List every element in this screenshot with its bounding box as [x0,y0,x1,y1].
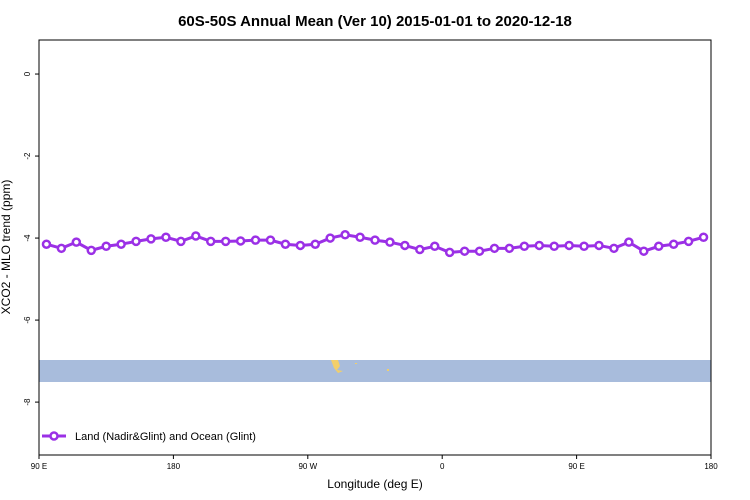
data-point [594,240,604,251]
data-point [191,231,201,241]
y-tick-label: -2 [23,152,32,160]
data-point [235,236,246,246]
data-point [519,241,530,252]
plot-area: 90 E 180 90 W 0 90 E 180 0 -2 -4 -6 -8 Land (Nadir&… [23,71,718,471]
data-point [86,245,97,256]
data-point [71,237,82,247]
data-point [564,240,574,251]
data-point [355,232,365,242]
data-point [131,236,141,247]
data-point [385,237,395,247]
data-point [504,243,515,254]
chart-title: 60S-50S Annual Mean (Ver 10) 2015-01-01 … [178,13,572,30]
data-point [340,230,350,240]
data-point [56,243,67,254]
data-point [653,241,664,252]
data-point [265,235,276,245]
x-axis-label: Longitude (deg E) [327,477,422,491]
data-point [534,240,545,251]
data-point [698,232,709,242]
y-axis-label: XCO2 - MLO trend (ppm) [0,180,13,315]
data-point [639,246,649,256]
data-point [400,240,410,251]
data-point [146,234,156,244]
x-tick-label: 90 E [568,462,584,471]
data-point [205,236,216,247]
data-point [370,235,380,245]
data-point [250,235,261,245]
x-tick-label: 180 [704,462,718,471]
x-tick-label: 0 [440,462,445,471]
plot-frame [38,39,712,456]
data-point [116,239,126,249]
y-tick-label: 0 [23,71,32,76]
land-patch [331,360,343,373]
y-tick-label: -4 [23,234,32,242]
data-point [161,232,171,242]
y-tick-label: -6 [23,316,32,324]
land-patch [387,369,389,371]
data-point [668,239,679,249]
legend-marker [49,431,59,441]
data-point [176,236,186,247]
data-point [579,241,589,252]
map-strip [39,360,711,382]
data-point [474,246,485,256]
x-tick-label: 180 [167,462,181,471]
data-point [220,236,231,247]
data-point [41,239,52,249]
data-point [310,239,321,249]
legend-label: Land (Nadir&Glint) and Ocean (Glint) [75,431,256,443]
data-point [609,243,619,254]
x-tick-label: 90 E [31,462,47,471]
data-point [489,243,500,254]
data-point [101,241,111,252]
data-point [444,247,455,258]
data-point [295,240,306,251]
y-tick-label: -8 [23,398,32,406]
land-patch [355,363,357,364]
data-point [549,241,559,252]
data-point [280,239,291,249]
data-point [429,241,440,252]
data-point [624,237,634,247]
data-point [325,233,335,243]
x-tick-label: 90 W [298,462,317,471]
data-point [683,236,694,247]
data-point [415,244,425,255]
data-point [459,246,470,256]
